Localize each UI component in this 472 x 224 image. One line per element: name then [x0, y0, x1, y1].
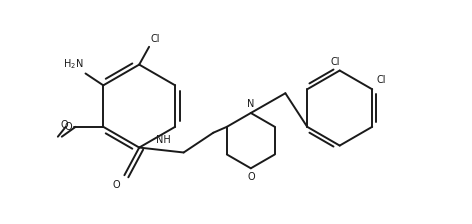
- Text: O: O: [113, 180, 120, 190]
- Text: Cl: Cl: [330, 57, 339, 67]
- Text: Cl: Cl: [376, 75, 386, 85]
- Text: H$_2$N: H$_2$N: [63, 57, 84, 71]
- Text: N: N: [247, 99, 254, 109]
- Text: NH: NH: [156, 135, 171, 145]
- Text: O: O: [60, 120, 68, 130]
- Text: Cl: Cl: [150, 34, 160, 44]
- Text: O: O: [64, 122, 72, 132]
- Text: O: O: [247, 172, 254, 182]
- Text: methoxy: methoxy: [57, 137, 63, 139]
